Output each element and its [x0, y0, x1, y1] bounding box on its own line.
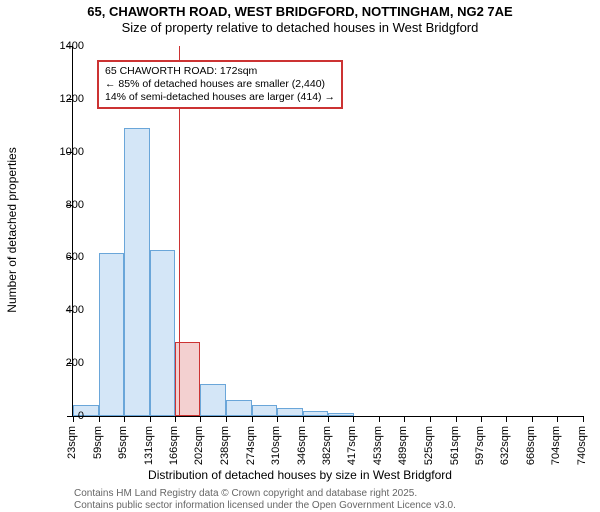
y-tick-label: 400 [34, 304, 84, 316]
x-tick-label: 238sqm [219, 426, 231, 465]
x-tick [252, 416, 253, 422]
x-tick-label: 525sqm [423, 426, 435, 465]
x-tick [583, 416, 584, 422]
x-tick-label: 704sqm [550, 426, 562, 465]
x-tick-label: 561sqm [449, 426, 461, 465]
x-tick [175, 416, 176, 422]
histogram-bar [124, 128, 150, 416]
histogram-bar [99, 253, 125, 416]
histogram-bar [226, 400, 252, 416]
y-tick-label: 0 [34, 410, 84, 422]
x-tick-label: 274sqm [245, 426, 257, 465]
x-tick [506, 416, 507, 422]
chart-title-address: 65, CHAWORTH ROAD, WEST BRIDGFORD, NOTTI… [0, 4, 600, 19]
histogram-bar [277, 408, 303, 416]
y-tick-label: 1200 [34, 93, 84, 105]
y-axis-title: Number of detached properties [5, 147, 19, 312]
x-tick-label: 23sqm [66, 426, 78, 459]
x-tick-label: 166sqm [168, 426, 180, 465]
x-tick-label: 95sqm [117, 426, 129, 459]
property-size-histogram: 65, CHAWORTH ROAD, WEST BRIDGFORD, NOTTI… [0, 0, 600, 500]
chart-title-subtitle: Size of property relative to detached ho… [0, 20, 600, 35]
x-tick [353, 416, 354, 422]
callout-line-property: 65 CHAWORTH ROAD: 172sqm [105, 65, 335, 78]
x-tick [226, 416, 227, 422]
x-tick [277, 416, 278, 422]
x-tick [404, 416, 405, 422]
y-tick-label: 1400 [34, 40, 84, 52]
histogram-bar [150, 250, 176, 417]
y-tick-label: 200 [34, 357, 84, 369]
x-tick-label: 310sqm [270, 426, 282, 465]
x-tick [200, 416, 201, 422]
x-tick [99, 416, 100, 422]
histogram-bar [303, 411, 329, 416]
x-tick-label: 346sqm [296, 426, 308, 465]
x-tick-label: 632sqm [499, 426, 511, 465]
x-tick [456, 416, 457, 422]
x-tick [150, 416, 151, 422]
x-tick-label: 453sqm [372, 426, 384, 465]
x-tick-label: 131sqm [143, 426, 155, 465]
y-tick-label: 800 [34, 199, 84, 211]
histogram-bar [328, 413, 354, 416]
x-tick-label: 489sqm [397, 426, 409, 465]
x-tick-label: 740sqm [576, 426, 588, 465]
callout-line-smaller: ← 85% of detached houses are smaller (2,… [105, 78, 335, 91]
histogram-bar [200, 384, 226, 416]
x-axis-title: Distribution of detached houses by size … [0, 468, 600, 482]
x-tick [328, 416, 329, 422]
footer-attribution: Contains HM Land Registry data © Crown c… [74, 488, 456, 512]
x-tick-label: 59sqm [92, 426, 104, 459]
histogram-bar [252, 405, 278, 416]
plot-area: 65 CHAWORTH ROAD: 172sqm ← 85% of detach… [72, 46, 583, 417]
callout-line-larger: 14% of semi-detached houses are larger (… [105, 91, 335, 104]
footer-line1: Contains HM Land Registry data © Crown c… [74, 488, 456, 500]
x-tick [532, 416, 533, 422]
x-tick-label: 417sqm [346, 426, 358, 465]
x-tick [557, 416, 558, 422]
x-tick-label: 597sqm [474, 426, 486, 465]
y-tick-label: 1000 [34, 146, 84, 158]
x-tick [303, 416, 304, 422]
x-tick-label: 202sqm [193, 426, 205, 465]
x-tick [379, 416, 380, 422]
footer-line2: Contains public sector information licen… [74, 500, 456, 512]
x-tick-label: 668sqm [525, 426, 537, 465]
callout-box: 65 CHAWORTH ROAD: 172sqm ← 85% of detach… [97, 60, 343, 109]
x-tick [430, 416, 431, 422]
y-tick-label: 600 [34, 251, 84, 263]
chart-title-block: 65, CHAWORTH ROAD, WEST BRIDGFORD, NOTTI… [0, 4, 600, 35]
x-tick-label: 382sqm [321, 426, 333, 465]
x-tick [124, 416, 125, 422]
x-tick [481, 416, 482, 422]
